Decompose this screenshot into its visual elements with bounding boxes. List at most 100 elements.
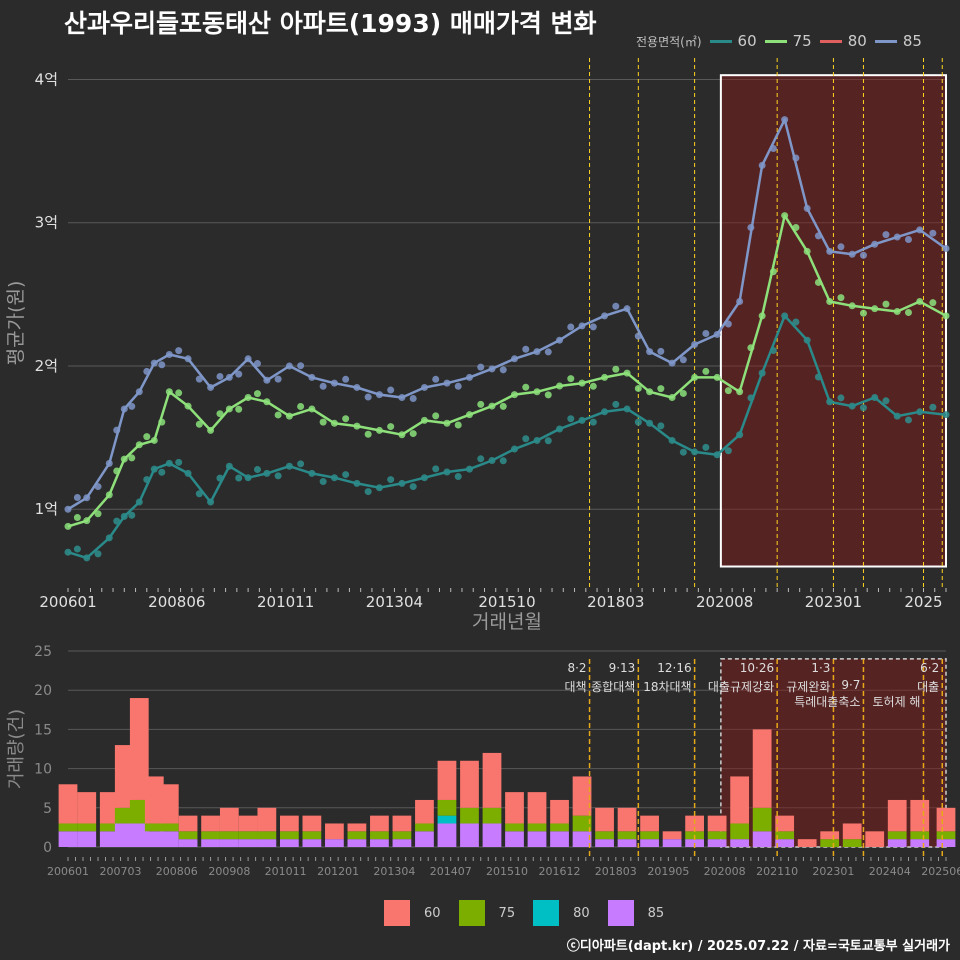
- volume-bar-85: [257, 839, 277, 847]
- volume-bar-85: [640, 839, 659, 847]
- price-point-85: [387, 386, 395, 394]
- price-y-tick-label: 1억: [35, 500, 58, 518]
- price-point-85: [477, 363, 485, 371]
- price-point-60: [499, 457, 507, 465]
- volume-x-tick-label: 201905: [647, 865, 689, 878]
- annotation-text: 대출: [917, 680, 939, 694]
- price-point-60: [158, 468, 166, 476]
- price-point-60: [364, 488, 372, 496]
- volume-bar-75: [114, 807, 134, 824]
- price-point-75: [477, 400, 485, 408]
- volume-bar-75: [219, 831, 239, 840]
- volume-legend-item-80: 80: [533, 900, 590, 926]
- volume-bar-85: [707, 839, 727, 847]
- volume-bar-60: [887, 799, 907, 832]
- volume-x-tick-label: 202008: [704, 865, 746, 878]
- price-point-60: [253, 466, 261, 474]
- volume-bar-60: [550, 799, 569, 824]
- price-point-85: [319, 382, 327, 390]
- volume-bar-85: [129, 823, 149, 847]
- price-x-axis-label: 거래년월: [472, 611, 542, 633]
- price-point-85: [657, 347, 665, 355]
- volume-bar-75: [820, 839, 840, 847]
- price-point-75: [837, 294, 845, 302]
- price-point-85: [409, 394, 417, 402]
- price-point-75: [235, 405, 243, 413]
- price-point-60: [387, 476, 395, 484]
- volume-bar-85: [325, 839, 344, 847]
- volume-bar-75: [482, 807, 502, 824]
- chart-title: 산과우리들포동태산 아파트(1993) 매매가격 변화: [64, 9, 597, 38]
- price-x-tick-label: 201510: [478, 593, 535, 611]
- volume-bar-75: [936, 831, 956, 840]
- volume-x-tick-label: 200703: [100, 865, 142, 878]
- price-y-tick-label: 3억: [35, 214, 58, 232]
- volume-bar-60: [617, 807, 637, 832]
- price-point-85: [679, 356, 687, 364]
- volume-y-tick-label: 15: [34, 722, 52, 738]
- volume-bar-60: [865, 831, 885, 847]
- volume-bar-85: [482, 823, 502, 847]
- price-line-85: [67, 118, 947, 511]
- volume-bar-60: [99, 792, 119, 824]
- volume-legend-label-85: 85: [647, 905, 665, 921]
- volume-bar-75: [201, 831, 220, 840]
- volume-y-tick-label: 25: [34, 644, 52, 660]
- volume-bar-85: [392, 839, 412, 847]
- volume-bar-60: [370, 815, 389, 832]
- volume-bar-75: [640, 831, 659, 840]
- volume-bar-75: [887, 831, 907, 840]
- price-point-60: [128, 511, 136, 519]
- volume-bar-85: [572, 831, 592, 847]
- price-point-75: [128, 454, 136, 462]
- price-point-75: [195, 420, 203, 428]
- price-y-tick-label: 4억: [35, 70, 58, 88]
- volume-bar-60: [77, 792, 97, 824]
- price-point-85: [128, 402, 136, 410]
- volume-x-tick-label: 202404: [869, 865, 911, 878]
- legend-label-75: 75: [792, 32, 812, 50]
- volume-bar-85: [370, 839, 389, 847]
- price-point-60: [679, 448, 687, 456]
- volume-bar-75: [99, 823, 119, 832]
- price-point-75: [679, 389, 687, 397]
- annotation-text: 토허제 해: [873, 695, 921, 709]
- price-point-85: [342, 375, 350, 383]
- volume-bar-75: [707, 831, 727, 840]
- price-point-75: [409, 430, 417, 438]
- price-point-85: [589, 323, 597, 331]
- price-point-60: [544, 437, 552, 445]
- price-point-75: [94, 510, 102, 518]
- volume-bar-85: [238, 839, 258, 847]
- volume-bar-60: [279, 815, 299, 832]
- volume-bar-60: [144, 776, 164, 824]
- volume-bar-85: [99, 831, 119, 847]
- volume-bar-60: [129, 698, 149, 800]
- volume-bar-85: [752, 831, 772, 847]
- volume-bar-75: [460, 807, 479, 824]
- volume-x-tick-label: 201612: [539, 865, 581, 878]
- price-point-85: [297, 362, 305, 370]
- volume-bar-60: [325, 823, 344, 840]
- annotation-date-label: 9·13: [609, 661, 636, 675]
- price-y-axis-label: 평균가(원): [5, 281, 27, 366]
- volume-bar-85: [77, 831, 97, 847]
- volume-legend-item-85: 85: [607, 900, 665, 926]
- price-point-60: [724, 447, 732, 455]
- volume-bar-60: [302, 815, 322, 832]
- volume-bar-75: [572, 815, 592, 832]
- volume-bar-60: [820, 831, 840, 840]
- volume-bar-85: [460, 823, 479, 847]
- volume-bar-85: [415, 831, 434, 847]
- volume-bar-60: [437, 760, 457, 800]
- price-x-tick-label: 2025: [904, 593, 942, 611]
- price-point-60: [477, 455, 485, 463]
- price-point-60: [175, 458, 183, 466]
- volume-bar-60: [527, 792, 547, 824]
- volume-bar-85: [936, 839, 956, 847]
- volume-legend-item-75: 75: [458, 900, 515, 926]
- price-point-60: [792, 318, 800, 326]
- volume-bar-75: [238, 831, 258, 840]
- price-point-85: [274, 375, 282, 383]
- price-point-85: [904, 235, 912, 243]
